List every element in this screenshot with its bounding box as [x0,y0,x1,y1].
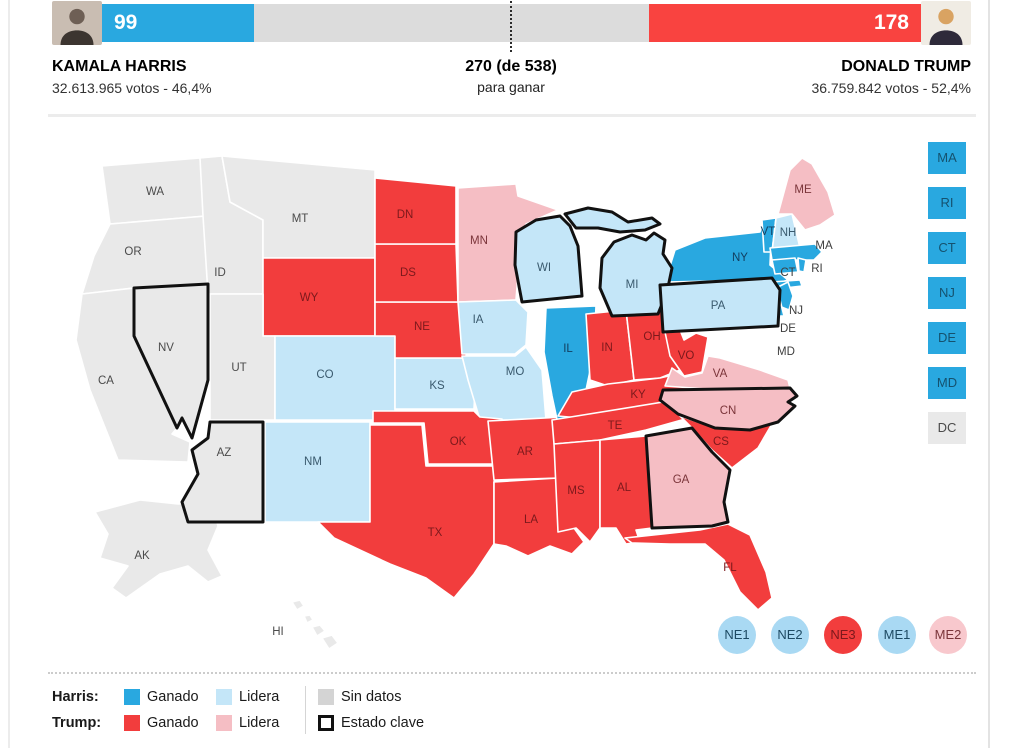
page-right-border [988,0,990,748]
coast-label-RI: RI [811,263,823,275]
trump-name: DONALD TRUMP [841,58,971,75]
legend-separator [48,672,976,674]
state-CO[interactable] [274,335,396,421]
state-NV[interactable] [132,282,210,440]
state-PA[interactable] [658,276,782,334]
state-GA[interactable] [644,426,732,530]
state-DS[interactable] [374,243,459,303]
trump-ev-count: 178 [873,11,909,34]
header-divider [48,114,976,117]
state-box-DC[interactable]: DC [928,412,966,444]
state-WY[interactable] [262,257,376,337]
legend-divider [305,686,306,734]
state-IA[interactable] [457,299,529,355]
state-WA[interactable] [101,157,207,225]
state-MAx[interactable] [769,243,823,261]
state-MI[interactable] [563,206,662,234]
trump-leads-swatch [216,715,232,731]
state-MI[interactable] [598,231,674,318]
trump-photo [921,1,971,45]
harris-leads-label: Lidera [239,689,280,705]
harris-won-label: Ganado [147,689,199,705]
harris-leads-swatch [216,689,232,705]
state-MS[interactable] [553,439,601,543]
district-ME1[interactable]: ME1 [878,616,916,654]
district-NE2[interactable]: NE2 [771,616,809,654]
state-AZ[interactable] [180,420,265,524]
coast-label-NJ: NJ [789,305,803,317]
legend-harris-label: Harris: [52,689,99,705]
state-VO[interactable] [664,329,709,377]
trump-ev-bar [649,4,971,42]
state-TX[interactable] [317,424,499,599]
state-WI[interactable] [513,214,584,304]
key-state-swatch [318,715,334,731]
state-CN[interactable] [658,386,799,432]
harris-name: KAMALA HARRIS [52,58,187,75]
no-data-label: Sin datos [341,689,402,705]
trump-won-swatch [124,715,140,731]
state-box-CT[interactable]: CT [928,232,966,264]
page-left-border [8,0,10,748]
electoral-vote-bar: 99 178 [52,1,971,52]
trump-leads-label: Lidera [239,715,280,731]
state-box-NJ[interactable]: NJ [928,277,966,309]
state-DN[interactable] [374,177,457,245]
state-CTx[interactable] [771,257,799,275]
harris-votes: 32.613.965 votos - 46,4% [52,80,212,96]
state-box-RI[interactable]: RI [928,187,966,219]
district-NE1[interactable]: NE1 [718,616,756,654]
state-RIx[interactable] [797,257,807,273]
state-AL[interactable] [599,435,653,545]
state-box-DE[interactable]: DE [928,322,966,354]
harris-ev-count: 99 [114,11,138,34]
harris-won-swatch [124,689,140,705]
legend-trump-label: Trump: [52,715,102,731]
state-label-HI: HI [272,626,284,638]
state-HI[interactable] [291,599,339,650]
us-states-map: WAORIDMTWYUTCANMCOKSNEDSDNMNIAMOOKTXARLA… [75,155,836,650]
trump-votes: 36.759.842 votos - 52,4% [811,80,971,96]
state-ME[interactable] [777,157,836,231]
harris-photo [52,1,102,45]
coast-label-MD: MD [777,346,795,358]
coast-label-DE: DE [780,323,796,335]
threshold-line2: para ganar [477,79,545,95]
district-ME2[interactable]: ME2 [929,616,967,654]
majority-threshold-marker [510,1,512,52]
no-data-swatch [318,689,334,705]
state-MO[interactable] [461,346,547,421]
state-box-MD[interactable]: MD [928,367,966,399]
state-NM[interactable] [264,421,371,523]
threshold-line1: 270 (de 538) [465,58,557,75]
state-box-MA[interactable]: MA [928,142,966,174]
key-state-label: Estado clave [341,715,425,731]
district-NE3[interactable]: NE3 [824,616,862,654]
state-OR[interactable] [81,215,213,295]
state-FL[interactable] [624,523,773,611]
trump-won-label: Ganado [147,715,199,731]
